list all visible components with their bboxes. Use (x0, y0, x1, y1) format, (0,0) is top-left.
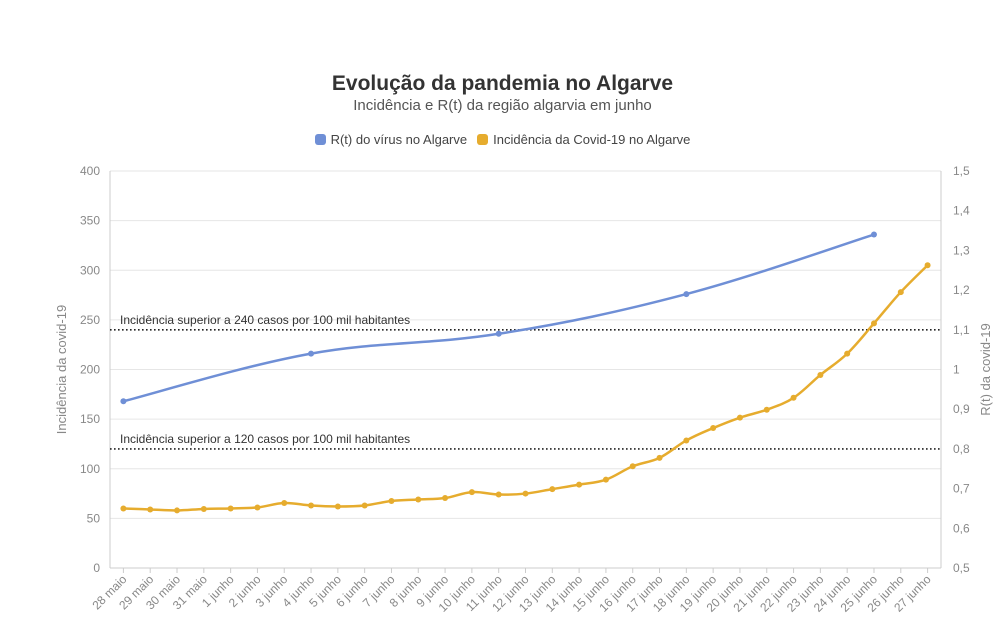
data-point-incidencia (281, 499, 288, 506)
data-point-incidencia (174, 507, 181, 514)
y-left-tick-label: 200 (80, 363, 100, 377)
data-point-incidencia (576, 481, 583, 488)
data-point-incidencia (549, 486, 556, 493)
data-point-incidencia (147, 506, 154, 513)
data-point-incidencia (495, 491, 502, 498)
reference-line-label: Incidência superior a 240 casos por 100 … (120, 313, 410, 327)
data-point-rt (495, 330, 502, 337)
y-left-tick-label: 150 (80, 412, 100, 426)
data-point-rt (308, 350, 315, 357)
legend-swatch-incidencia (477, 134, 489, 145)
data-point-incidencia (308, 502, 315, 509)
data-point-incidencia (200, 505, 207, 512)
y-right-tick-label: 1,5 (953, 164, 970, 178)
y-right-tick-label: 0,6 (953, 521, 970, 535)
data-point-incidencia (334, 503, 341, 510)
y-right-tick-label: 1,2 (953, 283, 970, 297)
data-point-incidencia (120, 505, 127, 512)
data-point-incidencia (790, 394, 797, 401)
y-right-tick-label: 0,8 (953, 442, 970, 456)
y-left-tick-label: 350 (80, 214, 100, 228)
y-left-tick-label: 250 (80, 313, 100, 327)
chart-subtitle: Incidência e R(t) da região algarvia em … (353, 97, 652, 114)
legend-item-rt[interactable]: R(t) do vírus no Algarve (314, 132, 468, 147)
data-point-rt (683, 291, 690, 298)
y-right-tick-label: 1,3 (953, 243, 970, 257)
data-point-incidencia (602, 476, 609, 483)
data-point-incidencia (254, 504, 261, 511)
data-point-incidencia (683, 437, 690, 444)
data-point-incidencia (710, 425, 717, 432)
data-point-incidencia (227, 505, 234, 512)
data-point-incidencia (522, 490, 529, 497)
data-point-incidencia (897, 289, 904, 296)
y-right-tick-label: 0,7 (953, 482, 970, 496)
legend: R(t) do vírus no Algarve Incidência da C… (0, 132, 1005, 147)
y-right-tick-label: 1,1 (953, 323, 970, 337)
legend-label-incidencia: Incidência da Covid-19 no Algarve (493, 132, 691, 147)
y-right-tick-label: 0,9 (953, 402, 970, 416)
legend-swatch-rt (314, 134, 326, 145)
y-right-axis-title: R(t) da covid-19 (978, 323, 993, 415)
data-point-incidencia (629, 463, 636, 470)
data-point-incidencia (468, 489, 475, 496)
y-right-tick-label: 1 (953, 363, 960, 377)
y-left-tick-label: 100 (80, 462, 100, 476)
y-left-tick-label: 400 (80, 164, 100, 178)
data-point-rt (870, 231, 877, 238)
data-point-incidencia (763, 406, 770, 413)
y-right-tick-label: 1,4 (953, 204, 970, 218)
data-point-rt (120, 398, 127, 405)
y-left-tick-label: 0 (93, 561, 100, 575)
data-point-incidencia (415, 496, 422, 503)
data-point-incidencia (442, 495, 449, 502)
legend-label-rt: R(t) do vírus no Algarve (330, 132, 468, 147)
legend-item-incidencia[interactable]: Incidência da Covid-19 no Algarve (477, 132, 690, 147)
y-left-tick-label: 50 (87, 511, 101, 525)
y-left-axis-title: Incidência da covid-19 (54, 305, 69, 434)
data-point-incidencia (870, 320, 877, 327)
y-right-tick-label: 0,5 (953, 561, 970, 575)
data-point-incidencia (388, 498, 395, 505)
data-point-incidencia (736, 414, 743, 421)
data-point-incidencia (817, 371, 824, 378)
y-left-tick-label: 300 (80, 263, 100, 277)
series-line-incidencia (123, 264, 929, 512)
data-point-incidencia (361, 502, 368, 509)
data-point-incidencia (844, 350, 851, 357)
data-point-incidencia (656, 454, 663, 461)
reference-line-label: Incidência superior a 120 casos por 100 … (120, 432, 410, 446)
chart-title: Evolução da pandemia no Algarve (331, 72, 674, 95)
data-point-incidencia (924, 262, 931, 269)
